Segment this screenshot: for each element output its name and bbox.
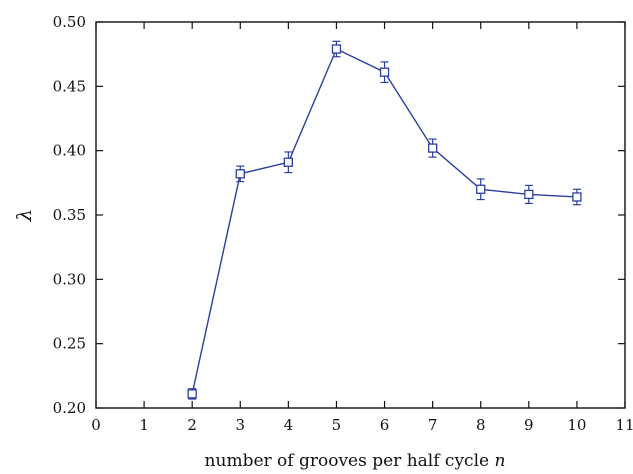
y-tick-label: 0.45 [53,77,86,95]
square-marker [379,67,390,77]
data-point [524,184,534,205]
data-point [379,61,390,84]
x-tick-label: 11 [615,416,633,434]
data-point [283,151,294,174]
y-tick-label: 0.20 [53,399,86,417]
y-axis-label: λ [12,209,36,223]
x-axis-label-text: number of grooves per half cycle [205,451,490,471]
square-marker [524,189,534,200]
y-tick-label: 0.25 [53,335,86,353]
data-point [331,40,342,58]
data-point [427,138,438,158]
x-tick-label: 6 [380,416,390,434]
plot-area [187,40,582,400]
data-point [187,388,197,400]
square-marker [283,157,294,167]
x-tick-label: 0 [91,416,101,434]
square-marker [476,184,486,194]
y-tick-label: 0.40 [53,142,86,160]
ticks: 0 1 2 3 4 5 6 7 8 9 10 11 0.20 0.25 0.30 0.35 0.40 0.45 0.… [53,13,633,434]
square-marker [235,169,245,179]
plot-frame [95,21,626,409]
x-tick-label: 7 [428,416,438,434]
x-tick-label: 1 [139,416,149,434]
series-line [191,48,577,394]
x-tick-label: 9 [524,416,534,434]
y-tick-label: 0.35 [53,206,86,224]
square-marker [187,389,197,399]
square-marker [331,44,342,54]
x-tick-label: 3 [235,416,245,434]
x-axis-label-variable: n [494,451,505,471]
data-point [476,178,486,201]
x-tick-label: 2 [187,416,197,434]
y-tick-label: 0.30 [53,270,86,288]
x-axis-label: number of grooves per half cycle n [205,451,506,471]
x-tick-label: 5 [332,416,342,434]
y-tick-label: 0.50 [53,13,86,31]
square-marker [572,192,582,202]
x-tick-label: 8 [476,416,486,434]
data-point [235,165,245,183]
data-point [572,188,582,206]
x-tick-label: 4 [284,416,294,434]
square-marker [427,143,438,153]
x-tick-label: 10 [567,416,586,434]
